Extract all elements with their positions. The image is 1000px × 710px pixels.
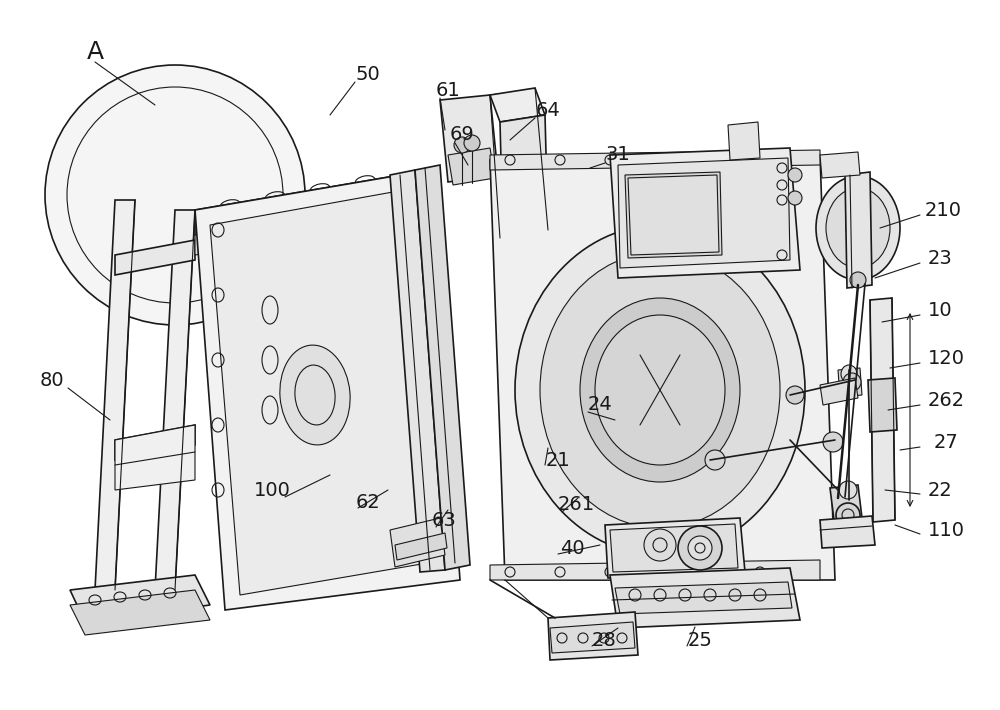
Text: 61: 61 — [436, 80, 460, 99]
Text: 24: 24 — [588, 395, 612, 415]
Polygon shape — [115, 425, 195, 490]
Text: 63: 63 — [432, 510, 456, 530]
Ellipse shape — [644, 529, 676, 561]
Ellipse shape — [788, 168, 802, 182]
Ellipse shape — [786, 386, 804, 404]
Polygon shape — [195, 170, 430, 235]
Polygon shape — [390, 518, 445, 567]
Polygon shape — [820, 152, 860, 178]
Polygon shape — [115, 425, 195, 460]
Polygon shape — [490, 150, 820, 170]
Polygon shape — [628, 175, 719, 255]
Polygon shape — [550, 622, 635, 653]
Polygon shape — [210, 188, 445, 595]
Ellipse shape — [816, 176, 900, 280]
Polygon shape — [95, 200, 135, 590]
Text: 27: 27 — [934, 432, 958, 452]
Text: 62: 62 — [356, 493, 380, 511]
Polygon shape — [115, 240, 195, 275]
Text: 64: 64 — [536, 101, 560, 119]
Polygon shape — [838, 368, 862, 397]
Ellipse shape — [843, 373, 861, 391]
Ellipse shape — [595, 315, 725, 465]
Text: 50: 50 — [356, 65, 380, 84]
Polygon shape — [820, 516, 875, 548]
Polygon shape — [155, 210, 195, 590]
Text: 25: 25 — [688, 630, 712, 650]
Text: 210: 210 — [924, 200, 962, 219]
Text: 28: 28 — [592, 630, 616, 650]
Text: 21: 21 — [546, 451, 570, 469]
Text: 10: 10 — [928, 300, 952, 320]
Ellipse shape — [580, 298, 740, 482]
Ellipse shape — [464, 135, 480, 151]
Ellipse shape — [841, 365, 857, 383]
Polygon shape — [440, 95, 498, 182]
Polygon shape — [845, 172, 872, 288]
Text: 261: 261 — [557, 496, 595, 515]
Polygon shape — [490, 560, 820, 580]
Polygon shape — [195, 195, 430, 255]
Polygon shape — [605, 518, 745, 578]
Ellipse shape — [45, 65, 305, 325]
Ellipse shape — [540, 252, 780, 528]
Ellipse shape — [515, 225, 805, 555]
Polygon shape — [490, 88, 545, 122]
Polygon shape — [838, 488, 858, 502]
Text: A: A — [86, 40, 104, 64]
Polygon shape — [830, 485, 862, 520]
Polygon shape — [490, 90, 535, 98]
Polygon shape — [610, 524, 738, 572]
Text: 23: 23 — [928, 248, 952, 268]
Text: 120: 120 — [928, 349, 964, 368]
Polygon shape — [195, 170, 460, 610]
Polygon shape — [490, 155, 835, 580]
Polygon shape — [70, 590, 210, 635]
Text: 22: 22 — [928, 481, 952, 500]
Polygon shape — [615, 582, 792, 614]
Polygon shape — [448, 148, 495, 185]
Text: 262: 262 — [927, 391, 965, 410]
Ellipse shape — [705, 450, 725, 470]
Ellipse shape — [454, 137, 470, 153]
Polygon shape — [870, 298, 895, 522]
Polygon shape — [395, 533, 447, 560]
Polygon shape — [548, 612, 638, 660]
Polygon shape — [728, 122, 760, 160]
Polygon shape — [610, 148, 800, 278]
Polygon shape — [610, 568, 800, 628]
Polygon shape — [618, 158, 790, 268]
Ellipse shape — [826, 188, 890, 268]
Ellipse shape — [688, 536, 712, 560]
Polygon shape — [415, 165, 470, 570]
Text: 31: 31 — [606, 146, 630, 165]
Polygon shape — [820, 378, 858, 405]
Ellipse shape — [678, 526, 722, 570]
Polygon shape — [625, 172, 722, 258]
Polygon shape — [868, 378, 897, 432]
Ellipse shape — [280, 345, 350, 445]
Text: 100: 100 — [254, 481, 290, 500]
Polygon shape — [70, 575, 210, 622]
Text: 110: 110 — [928, 520, 964, 540]
Polygon shape — [500, 115, 548, 238]
Text: 69: 69 — [450, 126, 474, 145]
Ellipse shape — [823, 432, 843, 452]
Ellipse shape — [836, 503, 860, 527]
Ellipse shape — [850, 272, 866, 288]
Ellipse shape — [788, 191, 802, 205]
Ellipse shape — [839, 481, 857, 499]
Text: 80: 80 — [40, 371, 64, 390]
Text: 40: 40 — [560, 538, 584, 557]
Polygon shape — [390, 170, 445, 572]
